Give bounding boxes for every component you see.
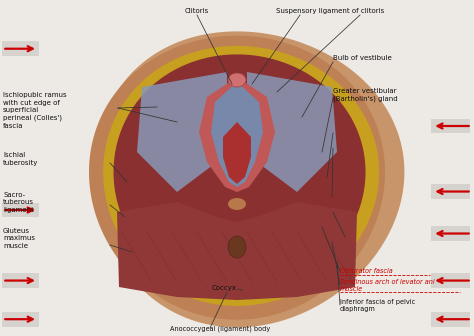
Text: Greater vestibular
(Bartholin's) gland: Greater vestibular (Bartholin's) gland <box>333 88 398 102</box>
Polygon shape <box>137 72 227 192</box>
Text: Clitoris: Clitoris <box>185 8 209 14</box>
Text: Tendinous arch of levator ani
muscle: Tendinous arch of levator ani muscle <box>340 279 435 292</box>
Text: Inferior fascia of pelvic
diaphragm: Inferior fascia of pelvic diaphragm <box>340 299 415 312</box>
FancyBboxPatch shape <box>2 41 39 56</box>
Polygon shape <box>113 54 365 294</box>
Text: Sacro-
tuberous
ligament: Sacro- tuberous ligament <box>3 192 34 213</box>
Polygon shape <box>247 72 337 192</box>
FancyBboxPatch shape <box>2 203 39 217</box>
FancyBboxPatch shape <box>431 312 470 327</box>
Text: Ischiopubic ramus
with cut edge of
superficial
perineal (Colles')
fascia: Ischiopubic ramus with cut edge of super… <box>3 92 67 128</box>
Ellipse shape <box>228 236 246 258</box>
Text: Coccyx: Coccyx <box>211 285 237 291</box>
FancyBboxPatch shape <box>431 273 470 288</box>
Text: Bulb of vestibule: Bulb of vestibule <box>333 55 392 61</box>
Text: Anococcygeal (ligament) body: Anococcygeal (ligament) body <box>170 325 270 332</box>
Text: Gluteus
maximus
muscle: Gluteus maximus muscle <box>3 228 35 249</box>
FancyBboxPatch shape <box>2 312 39 327</box>
Polygon shape <box>89 36 385 320</box>
FancyBboxPatch shape <box>431 184 470 199</box>
Ellipse shape <box>228 73 246 87</box>
Text: Obturator fascia: Obturator fascia <box>340 268 393 274</box>
Polygon shape <box>94 31 404 327</box>
Polygon shape <box>223 122 251 184</box>
Polygon shape <box>199 77 275 192</box>
FancyBboxPatch shape <box>2 273 39 288</box>
FancyBboxPatch shape <box>431 119 470 133</box>
FancyBboxPatch shape <box>431 226 470 241</box>
Polygon shape <box>117 202 357 300</box>
Polygon shape <box>103 46 379 306</box>
Text: Ischial
tuberosity: Ischial tuberosity <box>3 152 38 166</box>
Text: Suspensory ligament of clitoris: Suspensory ligament of clitoris <box>276 8 384 14</box>
Polygon shape <box>211 82 263 187</box>
Ellipse shape <box>228 198 246 210</box>
